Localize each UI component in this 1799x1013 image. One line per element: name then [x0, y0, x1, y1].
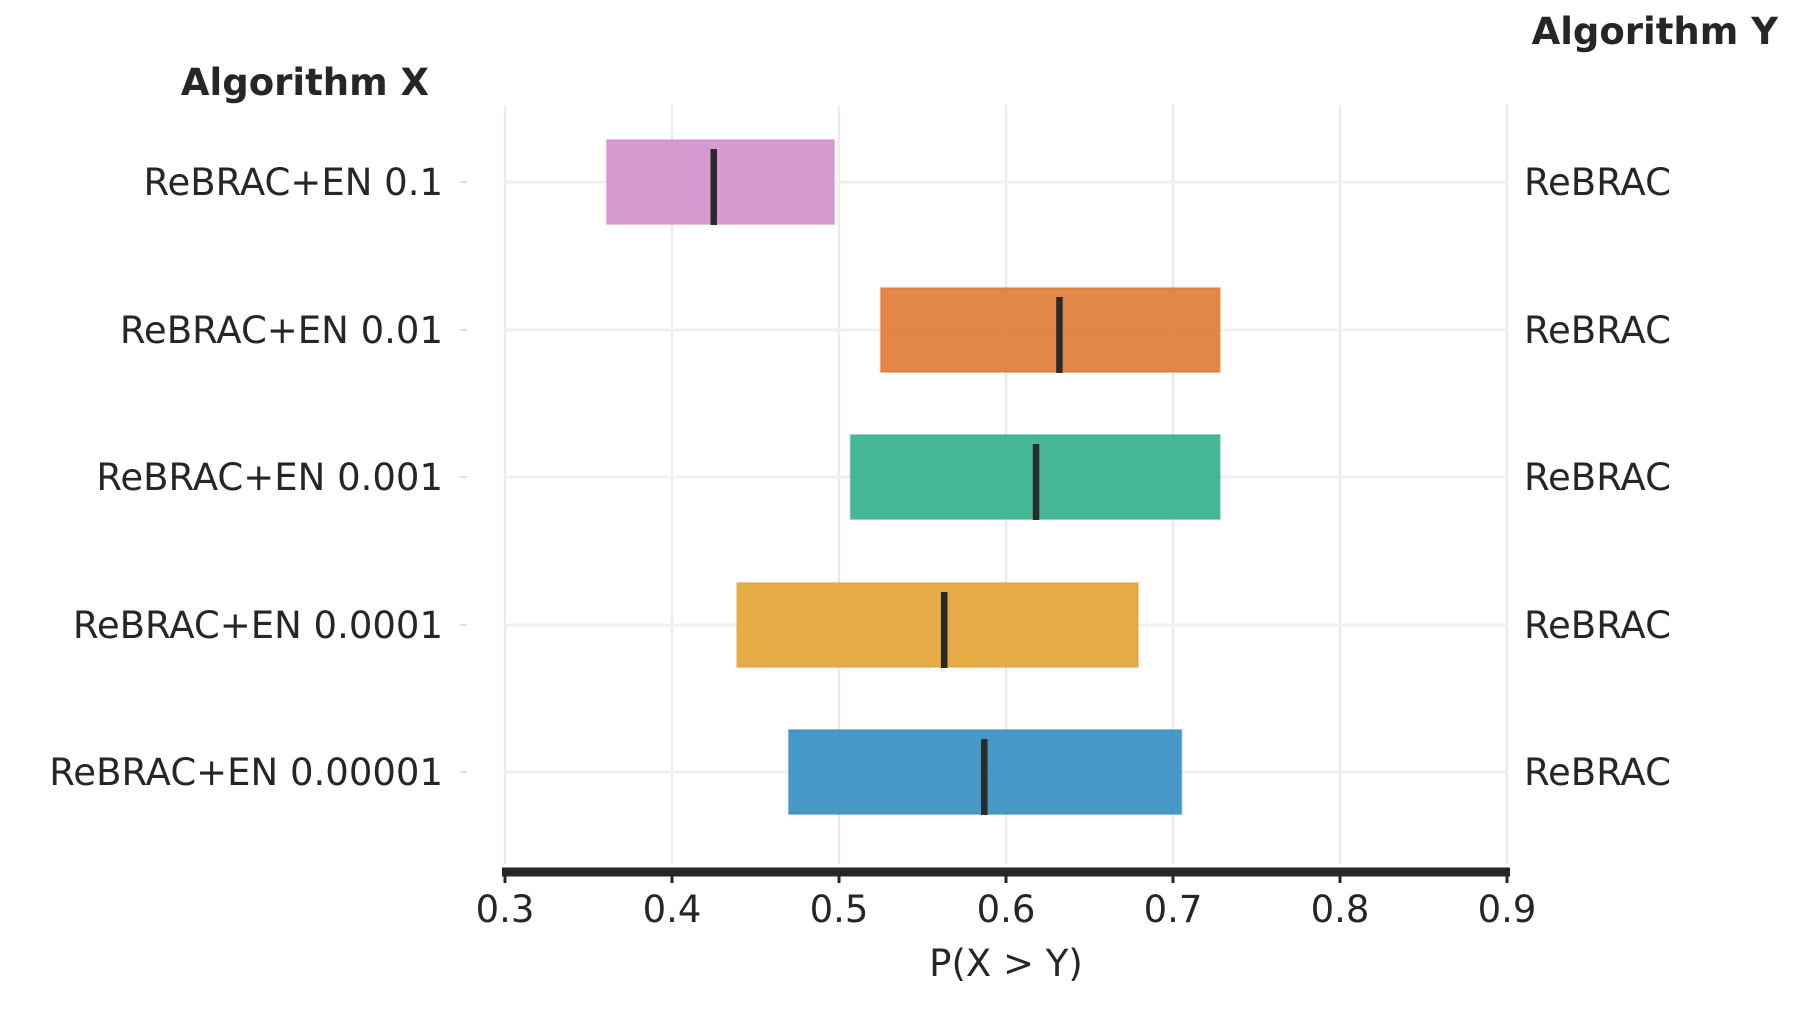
algorithm-y-label: ReBRAC [1524, 604, 1671, 647]
algorithm-x-label: ReBRAC+EN 0.1 [143, 161, 443, 204]
x-axis-label: P(X > Y) [929, 942, 1083, 985]
x-tick-label: 0.6 [977, 888, 1036, 931]
x-tick-label: 0.4 [643, 888, 702, 931]
x-tick-label: 0.9 [1478, 888, 1537, 931]
algorithm-x-label: ReBRAC+EN 0.01 [120, 309, 443, 352]
x-tick-label: 0.5 [810, 888, 869, 931]
right-header-algorithm-y: Algorithm Y [1532, 10, 1780, 53]
algorithm-y-label: ReBRAC [1524, 161, 1671, 204]
algorithm-x-label: ReBRAC+EN 0.0001 [73, 604, 443, 647]
x-axis: 0.3 0.4 0.5 0.6 0.7 0.8 0.9 [476, 867, 1537, 931]
interval-bars [605, 139, 1221, 815]
algorithm-y-label: ReBRAC [1524, 751, 1671, 794]
interval-bar [879, 287, 1221, 373]
interval-bar [605, 139, 835, 225]
algorithm-x-label: ReBRAC+EN 0.001 [96, 456, 443, 499]
algorithm-x-label: ReBRAC+EN 0.00001 [49, 751, 443, 794]
interval-bar [736, 582, 1139, 668]
algorithm-y-label: ReBRAC [1524, 309, 1671, 352]
x-tick-label: 0.3 [476, 888, 535, 931]
algorithm-y-label: ReBRAC [1524, 456, 1671, 499]
row-labels: ReBRAC+EN 0.1 ReBRAC ReBRAC+EN 0.01 ReBRAC R… [49, 161, 1671, 794]
x-tick-label: 0.8 [1311, 888, 1370, 931]
x-tick-label: 0.7 [1144, 888, 1203, 931]
left-header-algorithm-x: Algorithm X [181, 61, 429, 104]
